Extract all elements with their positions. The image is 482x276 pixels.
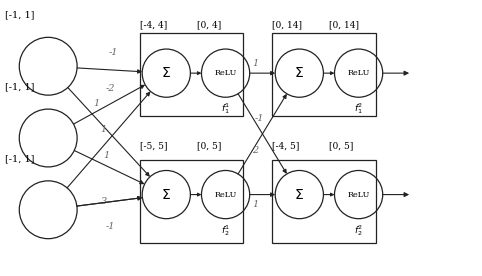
Text: -1: -1 <box>254 114 264 123</box>
Text: $\Sigma$: $\Sigma$ <box>161 188 171 201</box>
Text: 1: 1 <box>101 125 107 134</box>
Text: 1: 1 <box>253 59 258 68</box>
Text: ReLU: ReLU <box>348 191 370 198</box>
Bar <box>140 33 243 116</box>
Text: -1: -1 <box>108 48 118 57</box>
Text: [-1, 1]: [-1, 1] <box>5 154 34 163</box>
Text: [0, 5]: [0, 5] <box>197 141 221 150</box>
Text: -2: -2 <box>106 84 116 93</box>
Text: [-4, 5]: [-4, 5] <box>272 141 300 150</box>
Text: $f_{2}^{2}$: $f_{2}^{2}$ <box>354 223 363 238</box>
Bar <box>272 160 376 243</box>
Bar <box>272 33 376 116</box>
Text: $f_{2}^{1}$: $f_{2}^{1}$ <box>221 223 230 238</box>
Text: $f_{1}^{1}$: $f_{1}^{1}$ <box>221 101 230 116</box>
Text: [0, 5]: [0, 5] <box>329 141 354 150</box>
Text: [0, 14]: [0, 14] <box>272 20 302 29</box>
Text: -1: -1 <box>105 222 115 231</box>
Text: [-1, 1]: [-1, 1] <box>5 82 34 91</box>
Text: $\Sigma$: $\Sigma$ <box>295 66 304 80</box>
Text: 1: 1 <box>253 200 258 209</box>
Bar <box>140 160 243 243</box>
Text: [0, 14]: [0, 14] <box>329 20 359 29</box>
Text: 2: 2 <box>253 146 258 155</box>
Text: [-5, 5]: [-5, 5] <box>140 141 167 150</box>
Text: ReLU: ReLU <box>214 191 237 198</box>
Text: [-1, 1]: [-1, 1] <box>5 10 34 19</box>
Text: $\Sigma$: $\Sigma$ <box>295 188 304 201</box>
Text: $\Sigma$: $\Sigma$ <box>161 66 171 80</box>
Text: 1: 1 <box>103 152 109 160</box>
Text: $f_{1}^{2}$: $f_{1}^{2}$ <box>354 101 363 116</box>
Text: ReLU: ReLU <box>214 69 237 77</box>
Text: 3: 3 <box>101 197 107 206</box>
Text: [-4, 4]: [-4, 4] <box>140 20 167 29</box>
Text: ReLU: ReLU <box>348 69 370 77</box>
Text: 1: 1 <box>94 99 99 108</box>
Text: [0, 4]: [0, 4] <box>197 20 221 29</box>
